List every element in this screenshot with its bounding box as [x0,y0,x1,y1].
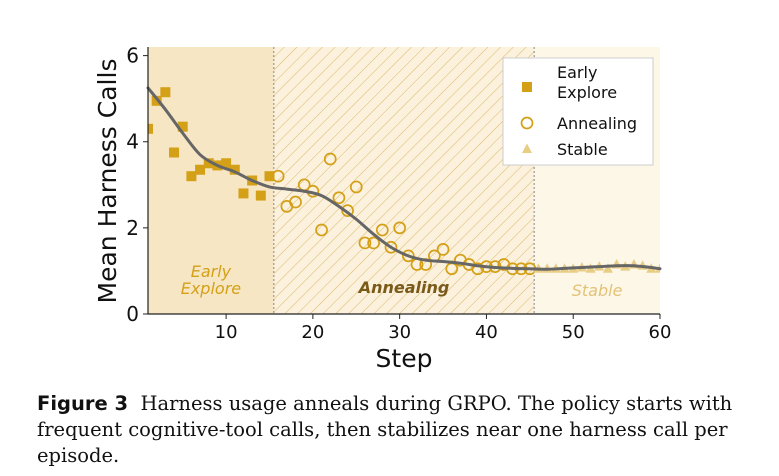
data-point [358,236,372,250]
data-point [436,243,450,256]
data-point [393,221,407,235]
axes: 10 20 30 40 50 60 0 2 4 6 [126,44,671,343]
data-point [375,223,389,237]
data-point [264,171,275,182]
legend-marker [520,116,534,130]
figure-caption: Figure 3 Harness usage anneals during GR… [37,391,749,469]
x-axis-label: Step [376,344,433,373]
trend-line [146,86,662,271]
y-tick-label: 0 [126,302,139,326]
x-tick-label: 30 [388,322,411,343]
region-label-line: Annealing [357,278,450,297]
data-point [148,123,153,134]
data-point [271,169,285,183]
data-point [195,164,206,175]
data-point [169,147,180,158]
region-label-1: Annealing [357,278,450,297]
data-point [341,204,354,217]
data-point [221,158,232,169]
region-labels: Early Explore Annealing Stable [181,262,623,300]
data-point [255,190,266,201]
legend-label-line: Stable [557,140,608,159]
y-tick-label: 6 [126,44,139,68]
trend-layer [146,86,662,271]
data-point [315,223,328,237]
data-point [229,164,240,175]
legend-label: Early Explore [557,63,617,102]
data-point [349,180,363,194]
y-axis-label: Mean Harness Calls [93,59,122,304]
legend-label: Stable [557,140,608,159]
y-tick-label: 2 [126,216,139,240]
caption-text: Harness usage anneals during GRPO. The p… [37,392,733,467]
data-point [332,191,346,205]
data-point [160,87,171,98]
region-label-line: Stable [572,281,623,300]
data-point [471,262,485,276]
data-point [238,188,249,199]
region-label-2: Stable [572,281,623,300]
legend-marker [522,143,532,153]
region-hatch-1 [273,47,535,314]
legend-label-line: Early [557,63,597,82]
data-point [203,158,214,169]
chart: Early Explore Annealing Stable 10 20 30 40 50 60… [93,44,671,373]
data-point [367,236,380,250]
x-tick-label: 50 [562,322,585,343]
data-point [384,240,398,254]
legend-marker [522,82,532,92]
data-point [186,171,197,182]
x-tick-label: 20 [301,322,324,343]
legend-label: Annealing [557,114,637,133]
y-tick-label: 4 [126,130,139,154]
x-tick-label: 40 [475,322,498,343]
x-tick-label: 60 [649,322,672,343]
region-label-0: Early Explore [181,262,242,298]
region-label-line: Explore [181,279,242,298]
legend-label-line: Explore [557,83,617,102]
legend-label-line: Annealing [557,114,637,133]
data-point [323,152,337,166]
data-point [401,249,415,263]
data-point [289,195,302,209]
x-tick-label: 10 [215,322,238,343]
data-point [177,121,188,132]
legend: Early Explore Annealing Stable [502,57,654,166]
data-point [602,263,613,273]
caption-label: Figure 3 [37,392,129,415]
region-label-line: Early [191,262,232,281]
